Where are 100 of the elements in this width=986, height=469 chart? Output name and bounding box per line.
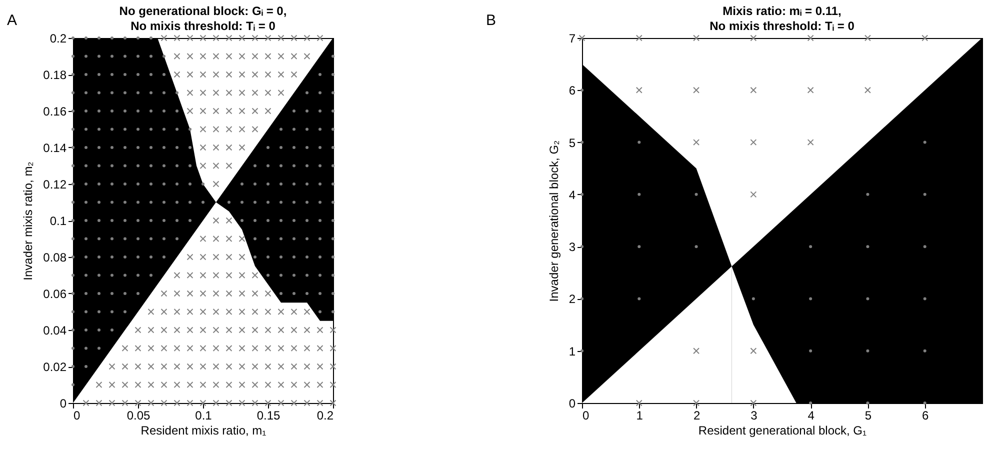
point xyxy=(176,237,178,240)
point xyxy=(176,146,178,149)
point xyxy=(290,326,298,334)
point xyxy=(292,256,296,258)
point xyxy=(98,182,100,186)
point xyxy=(254,200,256,204)
point xyxy=(200,34,206,42)
point xyxy=(72,310,74,314)
point xyxy=(318,256,322,258)
point xyxy=(186,254,194,260)
point xyxy=(212,34,220,42)
point xyxy=(693,400,700,406)
point xyxy=(108,400,116,406)
point xyxy=(332,274,334,277)
point xyxy=(162,54,166,58)
point xyxy=(72,328,74,332)
point xyxy=(124,91,126,94)
point xyxy=(238,34,246,42)
point xyxy=(124,36,126,40)
point xyxy=(238,345,246,352)
point xyxy=(264,90,272,96)
y-axis-title: Invader mixis ratio, m₂ xyxy=(21,161,36,280)
point xyxy=(290,345,298,352)
point xyxy=(318,164,322,168)
point xyxy=(304,308,310,315)
point xyxy=(200,90,206,96)
x-tick-label: 0 xyxy=(74,408,80,422)
point xyxy=(866,245,870,248)
point xyxy=(636,34,642,42)
point xyxy=(238,400,246,406)
point xyxy=(188,182,192,186)
point xyxy=(266,256,270,258)
point xyxy=(292,182,296,186)
point xyxy=(98,200,100,204)
point xyxy=(306,237,308,240)
point xyxy=(200,363,206,370)
point xyxy=(254,256,256,258)
point xyxy=(98,292,100,295)
point xyxy=(332,54,334,58)
point xyxy=(238,382,246,388)
point xyxy=(226,254,232,260)
point xyxy=(332,182,334,186)
point xyxy=(264,326,272,334)
y-tick-label: 5 xyxy=(568,136,576,150)
y-tick-label: 6 xyxy=(568,84,576,98)
point xyxy=(292,110,296,112)
point xyxy=(580,140,584,144)
point xyxy=(136,182,140,186)
point xyxy=(809,245,812,248)
point xyxy=(136,128,140,131)
point xyxy=(212,144,220,151)
point xyxy=(84,310,88,314)
point xyxy=(162,219,166,222)
point xyxy=(124,237,126,240)
point xyxy=(292,219,296,222)
point xyxy=(162,164,166,168)
point xyxy=(318,200,322,204)
x-tick-label: 3 xyxy=(750,408,758,422)
point xyxy=(304,363,310,370)
point xyxy=(866,297,870,300)
point xyxy=(176,164,178,168)
point xyxy=(290,382,298,388)
point xyxy=(238,254,246,260)
point xyxy=(72,182,74,186)
point xyxy=(72,110,74,112)
point xyxy=(264,71,272,78)
point xyxy=(200,53,206,60)
point xyxy=(226,326,232,334)
y-tick-label: 0.04 xyxy=(43,324,67,338)
y-tick-label: 0.2 xyxy=(50,32,67,46)
point xyxy=(136,292,140,295)
point xyxy=(807,34,814,42)
chart-subtitle: No mixis threshold: Tᵢ = 0 xyxy=(130,19,276,33)
point xyxy=(110,256,114,258)
point xyxy=(306,200,308,204)
point xyxy=(124,73,126,76)
point xyxy=(176,182,178,186)
point xyxy=(306,256,308,258)
y-tick-label: 3 xyxy=(568,240,576,254)
point xyxy=(693,86,700,94)
point xyxy=(580,349,584,352)
y-tick-label: 0.08 xyxy=(43,250,67,264)
point xyxy=(148,326,154,334)
y-tick-label: 0.12 xyxy=(43,178,67,192)
point xyxy=(98,256,100,258)
point xyxy=(318,274,322,277)
y-tick-label: 0.02 xyxy=(43,360,67,374)
point xyxy=(226,144,232,151)
point xyxy=(212,180,220,188)
point xyxy=(807,86,814,94)
point xyxy=(332,219,334,222)
point xyxy=(136,110,140,112)
point xyxy=(212,236,220,242)
point xyxy=(150,54,152,58)
point xyxy=(306,146,308,149)
point xyxy=(750,191,757,198)
point xyxy=(226,290,232,297)
point xyxy=(124,146,126,149)
x-tick-label: 0.1 xyxy=(195,408,212,422)
point xyxy=(264,290,272,297)
